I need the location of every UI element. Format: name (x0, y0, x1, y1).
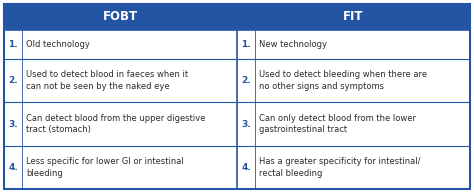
Text: FIT: FIT (343, 10, 364, 24)
Text: 1.: 1. (241, 40, 251, 49)
Bar (4, 59, 237, 102)
Bar (4, 30, 237, 59)
Bar (237, 146, 470, 189)
Text: 2.: 2. (241, 76, 251, 85)
Text: Can only detect blood from the lower
gastrointestinal tract: Can only detect blood from the lower gas… (259, 114, 416, 135)
Bar (4, 146, 237, 189)
Text: FOBT: FOBT (103, 10, 138, 24)
Text: 4.: 4. (8, 163, 18, 172)
Text: Less specific for lower GI or intestinal
bleeding: Less specific for lower GI or intestinal… (26, 157, 184, 178)
Text: Old technology: Old technology (26, 40, 90, 49)
Bar (237, 59, 470, 102)
Text: 3.: 3. (241, 120, 251, 129)
Bar (237, 4, 470, 30)
Text: 4.: 4. (241, 163, 251, 172)
Text: 1.: 1. (8, 40, 18, 49)
Bar (4, 4, 237, 30)
Bar (4, 102, 237, 146)
Text: Used to detect bleeding when there are
no other signs and symptoms: Used to detect bleeding when there are n… (259, 70, 427, 91)
Text: 3.: 3. (8, 120, 18, 129)
Text: 2.: 2. (8, 76, 18, 85)
Bar (237, 102, 470, 146)
Text: Used to detect blood in faeces when it
can not be seen by the naked eye: Used to detect blood in faeces when it c… (26, 70, 188, 91)
Text: Can detect blood from the upper digestive
tract (stomach): Can detect blood from the upper digestiv… (26, 114, 206, 135)
Text: Has a greater specificity for intestinal/
rectal bleeding: Has a greater specificity for intestinal… (259, 157, 420, 178)
Bar (237, 30, 470, 59)
Text: New technology: New technology (259, 40, 327, 49)
